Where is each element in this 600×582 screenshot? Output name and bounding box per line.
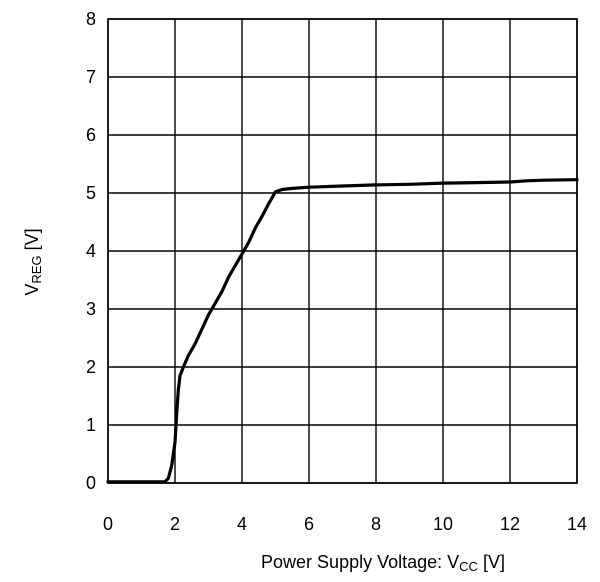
x-tick-label-14: 14 bbox=[567, 514, 587, 534]
y-axis-label-sub: REG bbox=[29, 255, 44, 283]
x-axis-label-main: Power Supply Voltage: V bbox=[261, 552, 459, 572]
y-axis-ticks: 0 1 2 3 4 5 6 7 8 bbox=[86, 9, 96, 493]
y-tick-label-6: 6 bbox=[86, 125, 96, 145]
data-line bbox=[106, 178, 579, 484]
x-tick-label-0: 0 bbox=[103, 514, 113, 534]
x-tick-label-12: 12 bbox=[500, 514, 520, 534]
plot-frame bbox=[107, 18, 578, 484]
y-tick-label-7: 7 bbox=[86, 67, 96, 87]
y-axis-label: VREG [V] bbox=[22, 228, 44, 295]
y-axis-label-main: V bbox=[22, 284, 42, 296]
y-tick-label-1: 1 bbox=[86, 415, 96, 435]
y-axis-label-unit: [V] bbox=[22, 228, 42, 255]
y-tick-label-2: 2 bbox=[86, 357, 96, 377]
y-tick-label-0: 0 bbox=[86, 473, 96, 493]
y-tick-label-3: 3 bbox=[86, 299, 96, 319]
x-tick-label-2: 2 bbox=[170, 514, 180, 534]
y-tick-label-5: 5 bbox=[86, 183, 96, 203]
x-tick-label-6: 6 bbox=[304, 514, 314, 534]
grid bbox=[107, 18, 578, 484]
x-tick-label-4: 4 bbox=[237, 514, 247, 534]
x-axis-label-sub: CC bbox=[459, 559, 478, 574]
y-tick-label-4: 4 bbox=[86, 241, 96, 261]
x-tick-label-10: 10 bbox=[433, 514, 453, 534]
x-axis-label: Power Supply Voltage: VCC [V] bbox=[261, 552, 505, 574]
x-tick-label-8: 8 bbox=[371, 514, 381, 534]
x-axis-label-unit: [V] bbox=[478, 552, 505, 572]
x-axis-ticks: 0 2 4 6 8 10 12 14 bbox=[103, 514, 587, 534]
y-tick-label-8: 8 bbox=[86, 9, 96, 29]
